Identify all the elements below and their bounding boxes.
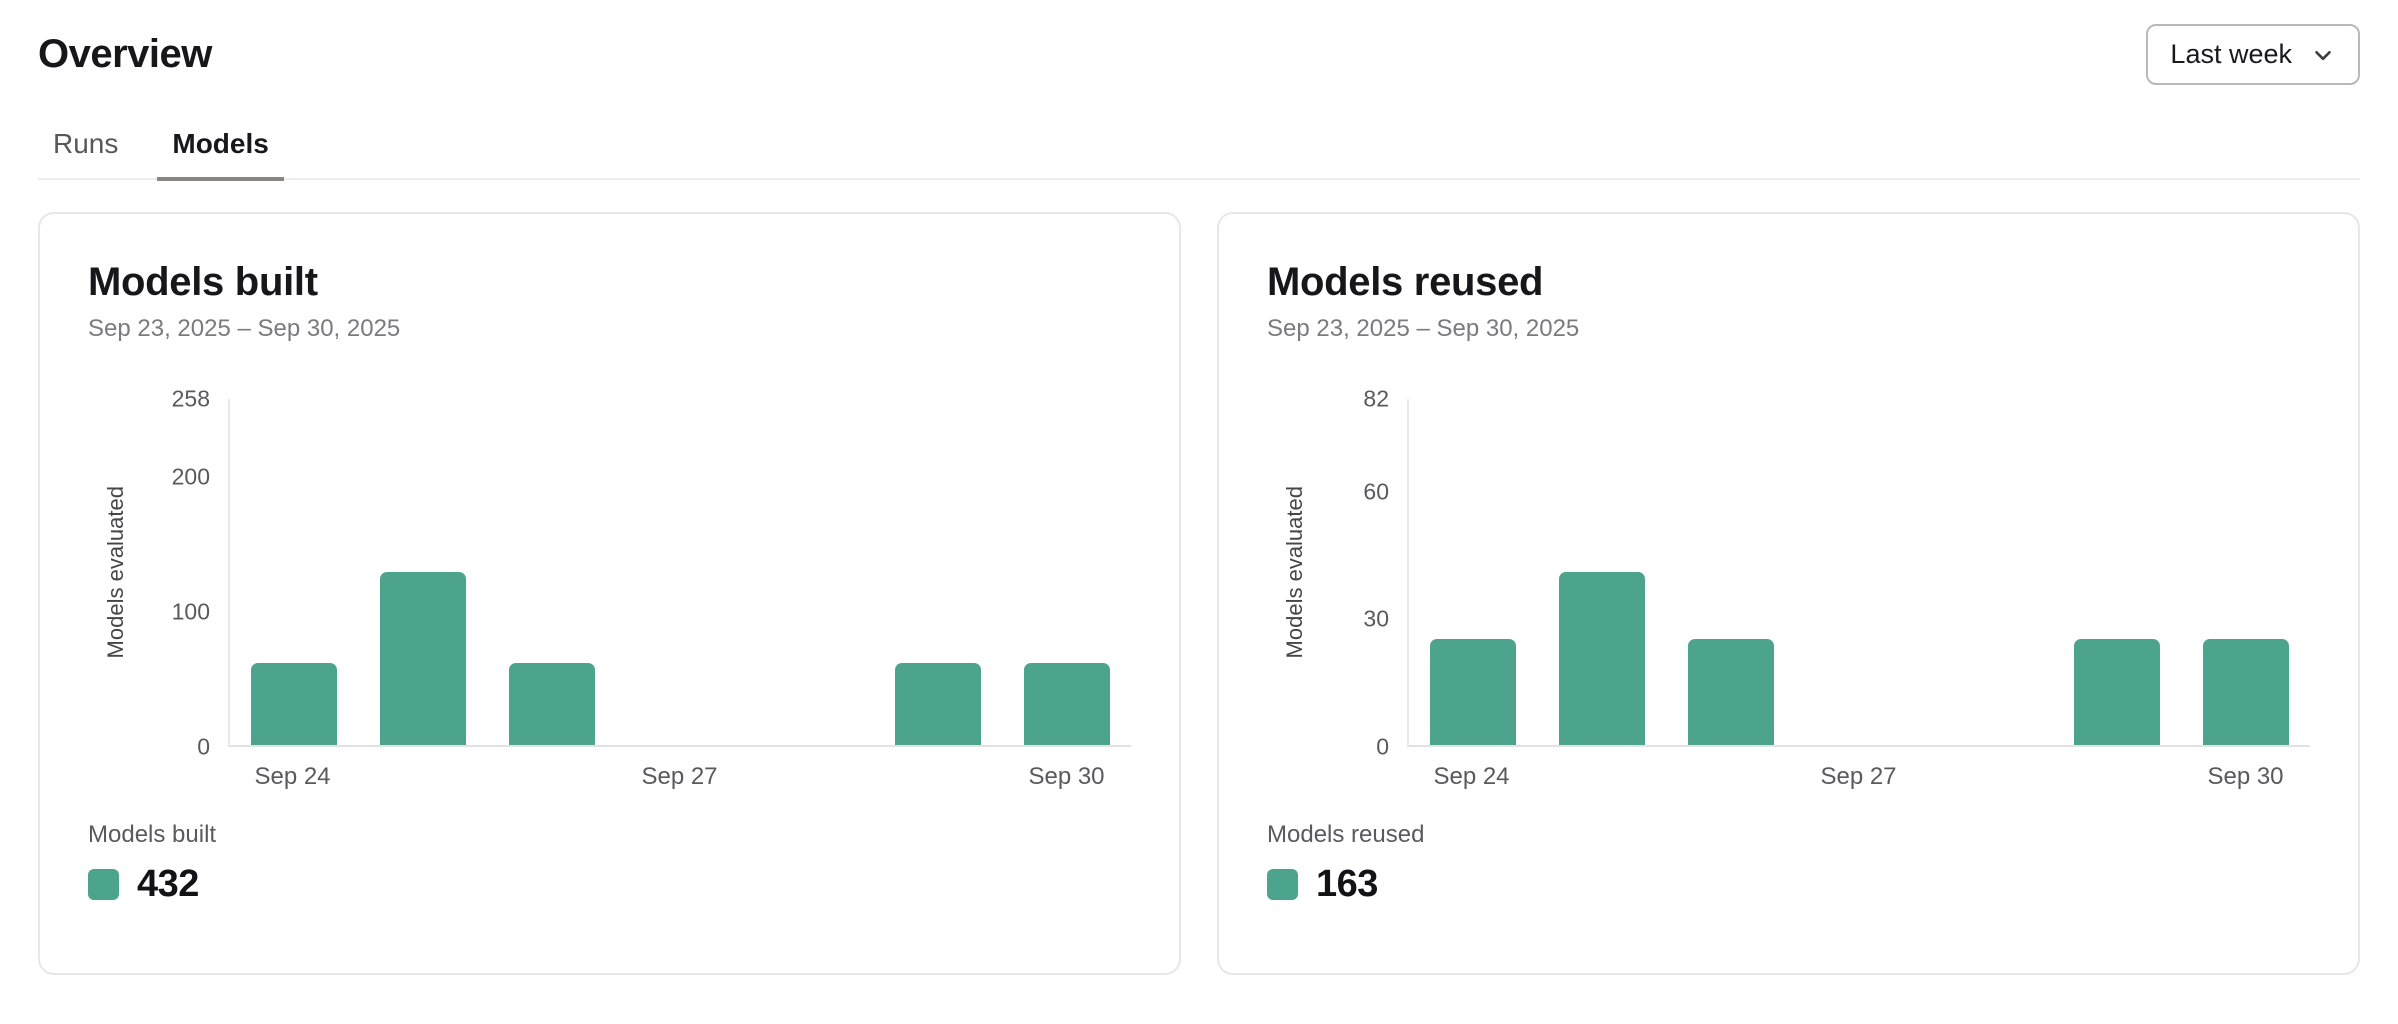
plot-area — [1407, 398, 2310, 747]
tab-runs[interactable]: Runs — [53, 128, 119, 159]
legend-swatch — [1267, 868, 1298, 900]
bar-sep-30[interactable] — [2202, 639, 2289, 745]
legend-row: 432 — [88, 863, 1131, 906]
y-axis-tick-label: 60 — [1363, 478, 1389, 505]
bar-sep-30[interactable] — [1023, 662, 1110, 745]
date-range-dropdown[interactable]: Last week — [2146, 24, 2360, 85]
chart-legend: Models reused 163 — [1267, 821, 2310, 906]
tab-bar: Runs Models — [38, 127, 2360, 181]
bar-sep-25[interactable] — [380, 571, 467, 745]
y-axis-tick-label: 0 — [1376, 733, 1389, 760]
x-axis-tick-label: Sep 27 — [641, 762, 718, 790]
legend-label: Models reused — [1267, 820, 1425, 848]
card-date-range: Sep 23, 2025 – Sep 30, 2025 — [88, 314, 401, 342]
page-header: Overview Last week — [38, 0, 2360, 85]
chart-cards-row: Models built Sep 23, 2025 – Sep 30, 2025… — [38, 211, 2360, 975]
legend-total-value: 432 — [137, 862, 199, 905]
bar-sep-26[interactable] — [508, 662, 595, 745]
x-axis-ticks: Sep 24 Sep 27 Sep 30 — [1407, 747, 2310, 795]
overview-page: Overview Last week Runs Models Models bu… — [38, 0, 2360, 975]
y-axis-title: Models evaluated — [1282, 486, 1307, 659]
x-axis-tick-label: Sep 30 — [2207, 762, 2284, 790]
models-reused-bar-chart: Models evaluated 0 30 60 82 Sep 24 Sep 27 Sep… — [1267, 387, 2310, 795]
date-range-value: Last week — [2170, 39, 2292, 69]
y-axis-tick-label: 30 — [1363, 605, 1389, 632]
models-built-bar-chart: Models evaluated 0 100 200 258 Sep 24 Sep 27… — [88, 387, 1131, 795]
legend-swatch — [88, 868, 119, 900]
y-axis-tick-label: 258 — [171, 385, 210, 412]
x-axis-tick-label: Sep 24 — [254, 762, 331, 790]
page-title: Overview — [38, 32, 212, 76]
legend-label: Models built — [88, 820, 217, 848]
bar-sep-24[interactable] — [1430, 639, 1517, 745]
legend-total-value: 163 — [1316, 862, 1378, 905]
y-axis-ticks: 0 100 200 258 — [144, 387, 228, 758]
card-date-range: Sep 23, 2025 – Sep 30, 2025 — [1267, 314, 1580, 342]
x-axis-ticks: Sep 24 Sep 27 Sep 30 — [228, 747, 1131, 795]
plot-wrapper: Sep 24 Sep 27 Sep 30 — [1407, 398, 2310, 795]
card-title: Models built — [88, 259, 318, 304]
models-reused-card: Models reused Sep 23, 2025 – Sep 30, 202… — [1217, 211, 2360, 975]
y-axis-tick-label: 200 — [171, 463, 210, 490]
x-axis-tick-label: Sep 30 — [1028, 762, 1105, 790]
bar-sep-25[interactable] — [1559, 571, 1646, 745]
chart-legend: Models built 432 — [88, 821, 1131, 906]
x-axis-tick-label: Sep 24 — [1433, 762, 1510, 790]
y-axis-tick-label: 100 — [171, 598, 210, 625]
legend-row: 163 — [1267, 863, 2310, 906]
models-built-card: Models built Sep 23, 2025 – Sep 30, 2025… — [38, 211, 1181, 975]
tab-models[interactable]: Models — [157, 127, 284, 181]
y-axis-tick-label: 0 — [197, 733, 210, 760]
y-axis-tick-label: 82 — [1363, 385, 1389, 412]
plot-wrapper: Sep 24 Sep 27 Sep 30 — [228, 398, 1131, 795]
bar-sep-26[interactable] — [1687, 639, 1774, 745]
plot-area — [228, 398, 1131, 747]
chevron-down-icon — [2310, 42, 2336, 68]
y-axis-title-column: Models evaluated — [1267, 399, 1323, 747]
y-axis-title-column: Models evaluated — [88, 399, 144, 747]
y-axis-ticks: 0 30 60 82 — [1323, 387, 1407, 758]
bar-sep-29[interactable] — [2073, 639, 2160, 745]
bar-sep-24[interactable] — [251, 662, 338, 745]
card-title: Models reused — [1267, 259, 1544, 304]
x-axis-tick-label: Sep 27 — [1820, 762, 1897, 790]
bar-sep-29[interactable] — [894, 662, 981, 745]
y-axis-title: Models evaluated — [103, 486, 128, 659]
